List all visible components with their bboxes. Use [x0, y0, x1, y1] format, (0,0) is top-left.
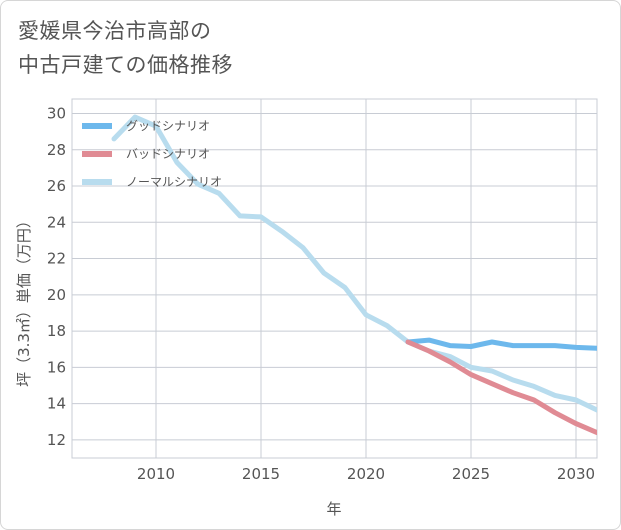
- series-line-bad: [405, 339, 597, 436]
- x-tick-label: 2010: [137, 465, 175, 483]
- series-line-normal: [111, 114, 597, 413]
- chart-title-line-1: 愛媛県今治市高部の: [18, 19, 212, 43]
- y-tick-label: 14: [47, 395, 66, 413]
- chart-title-line-2: 中古戸建ての価格推移: [18, 53, 233, 77]
- y-tick-label: 20: [47, 286, 66, 304]
- x-tick-label: 2030: [557, 465, 595, 483]
- y-tick-label: 30: [47, 105, 66, 123]
- gridlines: [72, 99, 597, 458]
- y-tick-label: 18: [47, 322, 66, 340]
- y-tick-label: 28: [47, 141, 66, 159]
- y-tick-label: 26: [47, 177, 66, 195]
- legend-label-normal: ノーマルシナリオ: [126, 175, 222, 189]
- legend-label-bad: バッドシナリオ: [126, 147, 210, 161]
- x-tick-label: 2015: [242, 465, 280, 483]
- series-line-good: [405, 337, 597, 351]
- y-tick-label: 16: [47, 358, 66, 376]
- y-tick-label: 22: [47, 250, 66, 268]
- y-tick-label: 24: [47, 213, 66, 231]
- y-axis-label: 坪（3.3㎡）単価（万円）: [15, 213, 33, 387]
- tick-labels: 12 14 16 18 20 22 24 26 28 30 2010 2015 2020 2025 2030: [47, 105, 595, 483]
- x-tick-label: 2025: [452, 465, 490, 483]
- x-axis-label: 年: [326, 500, 341, 518]
- series-lines: [111, 114, 597, 436]
- y-tick-label: 12: [47, 431, 66, 449]
- x-tick-label: 2020: [347, 465, 385, 483]
- legend-label-good: グッドシナリオ: [126, 119, 210, 133]
- chart-title: 愛媛県今治市高部の 中古戸建ての価格推移: [18, 14, 233, 82]
